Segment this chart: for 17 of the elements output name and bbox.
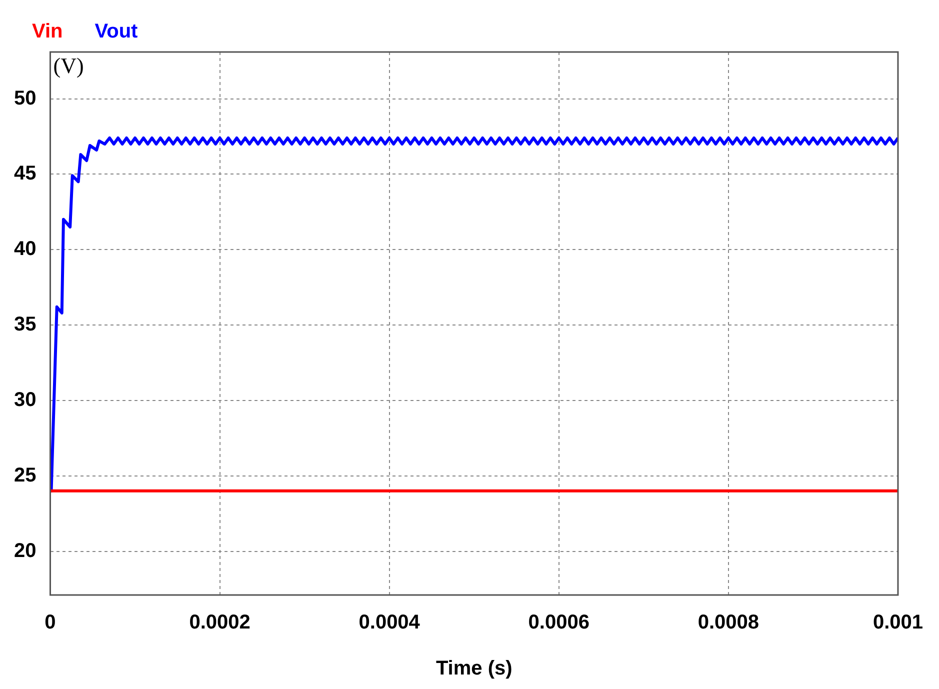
- y-tick-label: 40: [14, 238, 36, 260]
- x-tick-label: 0.0004: [358, 612, 421, 634]
- x-axis-title: Time (s): [436, 658, 512, 680]
- x-tick-label: 0.0006: [528, 612, 590, 634]
- y-axis-title: (V): [53, 52, 84, 78]
- y-tick-label: 30: [14, 388, 36, 411]
- y-tick-label: 25: [14, 464, 36, 486]
- text: Vin: [32, 20, 63, 43]
- x-tick-label: 0.0008: [698, 612, 760, 634]
- x-tick-label: 0: [44, 612, 56, 634]
- x-tick-label: 0.001: [872, 612, 924, 634]
- y-tick-label: 50: [14, 87, 36, 110]
- text: Vout: [94, 20, 138, 43]
- x-tick-label: 0.0002: [189, 612, 250, 634]
- y-tick-label: 45: [14, 162, 36, 185]
- y-tick-label: 20: [14, 540, 36, 562]
- y-tick-label: 35: [14, 314, 36, 336]
